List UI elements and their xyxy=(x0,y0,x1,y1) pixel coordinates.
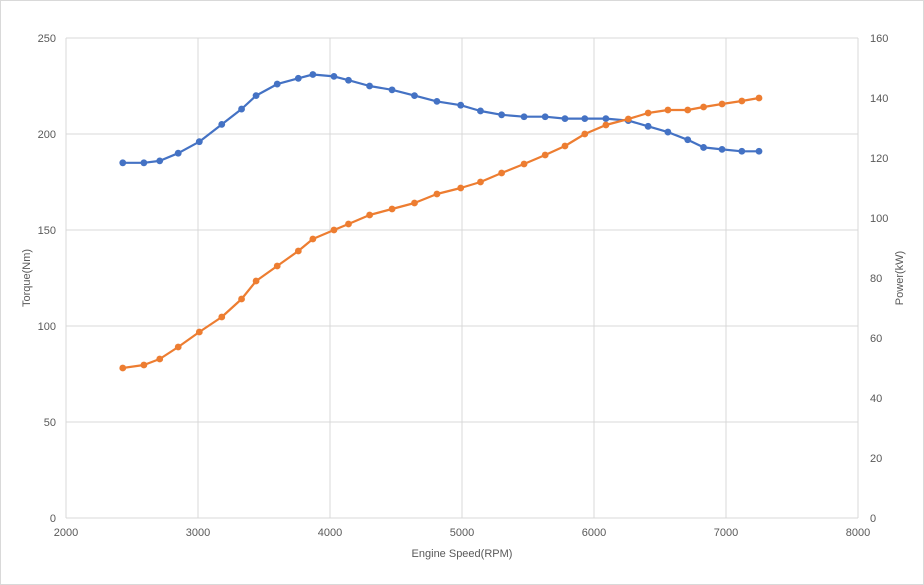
y-axis-title-right: Power(kW) xyxy=(894,251,906,305)
y-tick-label-right: 20 xyxy=(870,453,882,465)
data-point xyxy=(330,73,338,80)
series-line xyxy=(122,73,759,164)
data-point xyxy=(174,343,182,351)
data-point xyxy=(477,178,484,186)
data-point xyxy=(218,121,226,128)
data-point xyxy=(411,199,418,207)
data-point xyxy=(644,109,652,117)
series-line xyxy=(122,96,760,370)
y-tick-label-right: 120 xyxy=(870,153,888,165)
data-point xyxy=(156,157,164,165)
x-axis-title: Engine Speed(RPM) xyxy=(412,548,513,560)
x-tick-label: 6000 xyxy=(582,527,606,539)
data-point xyxy=(388,86,396,94)
data-point xyxy=(602,115,610,123)
data-point xyxy=(238,105,245,113)
data-point xyxy=(140,159,148,167)
data-point xyxy=(624,115,632,123)
data-point xyxy=(345,76,352,84)
y-tick-label-left: 0 xyxy=(50,513,56,525)
data-point xyxy=(273,80,281,88)
data-point xyxy=(718,145,726,153)
data-point xyxy=(541,151,549,159)
data-point xyxy=(366,211,373,219)
data-point xyxy=(309,235,317,243)
data-point xyxy=(561,142,569,150)
data-point xyxy=(273,262,281,270)
data-point xyxy=(541,113,549,121)
data-point xyxy=(457,184,465,192)
data-point xyxy=(457,101,465,109)
x-tick-label: 8000 xyxy=(846,527,870,539)
data-point xyxy=(433,97,441,105)
y-tick-label-left: 200 xyxy=(38,129,56,141)
data-point xyxy=(684,136,692,144)
tick-labels: 2000 3000 4000 5000 6000 7000 8000050100150200… xyxy=(38,33,889,539)
data-point xyxy=(477,107,484,115)
data-point xyxy=(520,160,528,168)
data-point xyxy=(388,205,396,213)
y-axis-title-left: Torque(Nm) xyxy=(21,249,33,307)
data-point xyxy=(252,92,260,99)
data-point xyxy=(218,313,226,321)
y-tick-label-left: 50 xyxy=(44,417,56,429)
data-point xyxy=(644,122,652,130)
y-tick-label-right: 40 xyxy=(870,393,882,405)
data-point xyxy=(195,138,203,146)
data-point xyxy=(520,113,528,121)
data-point xyxy=(755,94,763,102)
x-tick-label: 5000 xyxy=(450,527,474,539)
y-tick-label-right: 80 xyxy=(870,273,882,285)
data-point xyxy=(252,277,260,285)
y-tick-label-right: 60 xyxy=(870,333,882,345)
data-point xyxy=(700,103,707,111)
y-tick-label-right: 100 xyxy=(870,213,888,225)
data-point xyxy=(294,74,302,82)
data-point xyxy=(330,226,338,234)
data-point xyxy=(294,247,302,255)
data-point xyxy=(498,169,505,177)
y-tick-label-left: 250 xyxy=(38,33,56,45)
data-point xyxy=(738,97,746,105)
data-point xyxy=(119,364,127,372)
data-point xyxy=(309,71,317,78)
data-point xyxy=(581,130,589,138)
series-1 xyxy=(119,71,763,167)
data-point xyxy=(140,361,148,369)
data-point xyxy=(345,220,352,228)
y-tick-label-right: 140 xyxy=(870,93,888,105)
data-point xyxy=(738,147,746,155)
data-point xyxy=(664,106,672,114)
x-tick-label: 2000 xyxy=(54,527,78,539)
data-point xyxy=(366,82,373,90)
data-point xyxy=(684,106,692,114)
y-tick-label-right: 0 xyxy=(870,513,876,525)
y-tick-label-left: 150 xyxy=(38,225,56,237)
y-tick-label-right: 160 xyxy=(870,33,888,45)
data-point xyxy=(718,100,726,108)
data-point xyxy=(174,149,182,157)
data-point xyxy=(561,115,569,123)
data-point xyxy=(119,159,127,167)
series-layer xyxy=(119,71,763,372)
data-point xyxy=(238,295,245,303)
series-2 xyxy=(119,94,763,372)
y-tick-label-left: 100 xyxy=(38,321,56,333)
x-tick-label: 7000 xyxy=(714,527,738,539)
x-tick-label: 3000 xyxy=(186,527,210,539)
data-point xyxy=(498,111,505,119)
data-point xyxy=(700,144,707,151)
gridlines xyxy=(65,37,859,519)
x-tick-label: 4000 xyxy=(318,527,342,539)
data-point xyxy=(664,128,672,136)
data-point xyxy=(433,190,441,198)
data-point xyxy=(755,147,763,155)
data-point xyxy=(195,328,203,336)
data-point xyxy=(581,115,589,123)
data-point xyxy=(602,121,610,129)
data-point xyxy=(156,355,164,363)
data-point xyxy=(411,92,418,99)
